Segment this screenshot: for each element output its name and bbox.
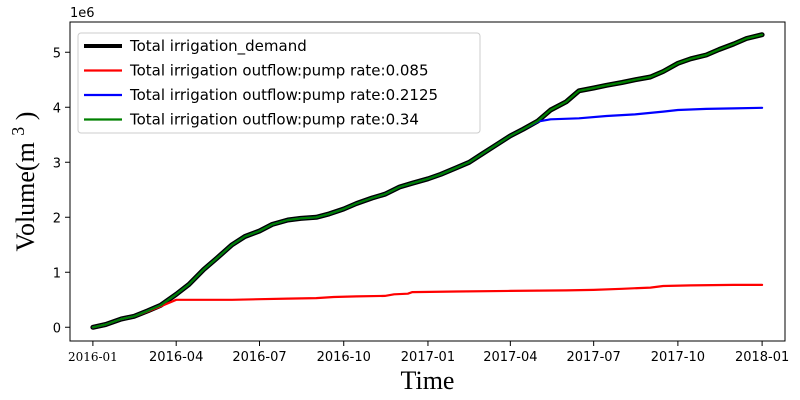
y-tick-label: 3 <box>53 156 61 171</box>
series-line-3 <box>91 33 764 329</box>
y-axis-title: Volume(m 3 ) <box>1 112 40 252</box>
legend-box <box>77 32 481 134</box>
legend-label: Total irrigation outflow:pump rate:0.212… <box>129 86 438 104</box>
series-layer <box>90 32 765 330</box>
legend-label: Total irrigation_demand <box>129 37 307 56</box>
legend-label: Total irrigation outflow:pump rate:0.085 <box>129 62 429 80</box>
x-tick-label: 2016-04 <box>149 350 203 365</box>
y-tick-label: 1 <box>53 266 61 281</box>
x-axis-title: Time <box>401 366 455 395</box>
x-tick-label: 2016-10 <box>317 350 371 365</box>
y-axis-title-superscript: 3 <box>8 127 28 136</box>
y-scale-label: 1e6 <box>70 6 95 21</box>
y-tick-label: 2 <box>53 211 61 226</box>
y-tick-label: 0 <box>53 321 61 336</box>
x-tick-label: 2017-07 <box>566 350 620 365</box>
x-tick-label: 2016-07 <box>232 350 286 365</box>
y-axis-title-main: Volume(m <box>11 142 40 251</box>
legend-label: Total irrigation outflow:pump rate:0.34 <box>129 111 419 129</box>
y-tick-label: 4 <box>53 101 61 116</box>
x-tick-label: 2017-04 <box>483 350 537 365</box>
svg-text:Volume(m 3 ): Volume(m 3 ) <box>1 112 40 252</box>
y-tick-label: 5 <box>53 46 61 61</box>
x-axis-ticks: 2016-01 2016-04 2016-07 2016-10 2017-01 2017-… <box>68 341 789 365</box>
x-tick-label: 2017-10 <box>651 350 705 365</box>
y-axis-ticks: 0 1 2 3 4 5 <box>53 46 70 336</box>
x-tick-label: 2016-01 <box>68 350 118 364</box>
y-axis-title-close: ) <box>11 112 40 121</box>
x-tick-label: 2018-01 <box>735 350 789 365</box>
x-tick-label: 2017-01 <box>401 350 455 365</box>
legend: Total irrigation_demand Total irrigation … <box>77 32 481 134</box>
